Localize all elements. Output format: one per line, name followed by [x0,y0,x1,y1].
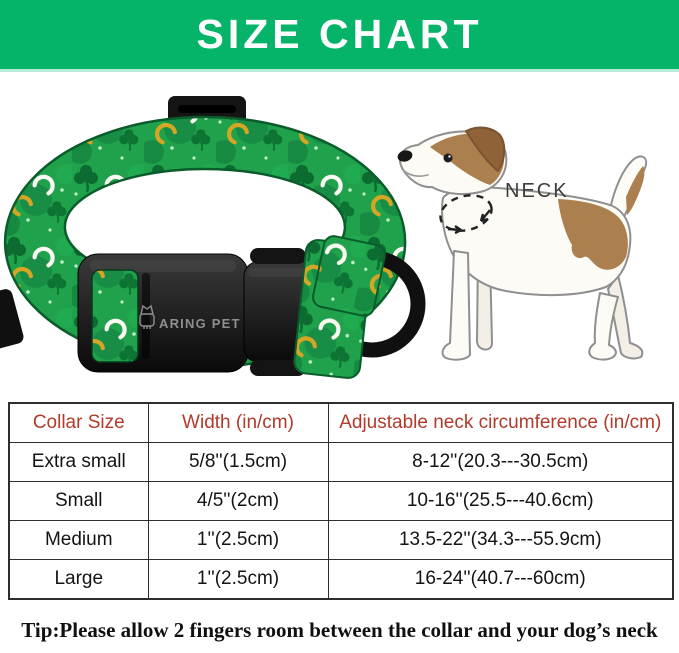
table-row: Large 1''(2.5cm) 16-24''(40.7---60cm) [8,559,674,600]
size-tip: Tip:Please allow 2 fingers room between … [21,618,658,642]
arrow-right-icon [447,225,462,235]
dog-diagram: NECK [397,126,648,361]
table-cell: Large [8,559,149,600]
table-row: Small 4/5''(2cm) 10-16''(25.5---40.6cm) [8,481,674,521]
table-cell: 13.5-22''(34.3---55.9cm) [327,520,674,560]
col-header-width: Width (in/cm) [147,402,329,443]
collar-strap-wrap [293,235,386,379]
table-cell: Medium [8,520,149,560]
banner-title: SIZE CHART [196,11,483,57]
table-header-row: Collar Size Width (in/cm) Adjustable nec… [8,402,674,443]
table-cell: 4/5''(2cm) [147,481,329,521]
table-cell: 16-24''(40.7---60cm) [327,559,674,600]
arrow-down-left-icon [479,209,491,223]
table-cell: Small [8,481,149,521]
table-row: Extra small 5/8''(1.5cm) 8-12''(20.3---3… [8,442,674,482]
table-cell: 5/8''(1.5cm) [147,442,329,482]
col-header-neck-circumference: Adjustable neck circumference (in/cm) [327,402,674,443]
collar-photo: ARING PET [0,96,426,379]
col-header-collar-size: Collar Size [8,402,149,443]
table-row: Medium 1''(2.5cm) 13.5-22''(34.3---55.9c… [8,520,674,560]
cat-logo-icon [139,304,155,329]
brand-text: ARING PET [159,316,241,331]
table-cell: Extra small [8,442,149,482]
neck-label: NECK [505,180,569,202]
left-buckle-edge [0,289,24,349]
table-cell: 1''(2.5cm) [147,520,329,560]
table-cell: 10-16''(25.5---40.6cm) [327,481,674,521]
size-chart-banner: SIZE CHART [0,0,679,72]
table-cell: 1''(2.5cm) [147,559,329,600]
dog-illustration [397,126,648,361]
neck-measure-ellipse [439,194,493,235]
table-cell: 8-12''(20.3---30.5cm) [327,442,674,482]
size-table: Collar Size Width (in/cm) Adjustable nec… [8,402,674,600]
